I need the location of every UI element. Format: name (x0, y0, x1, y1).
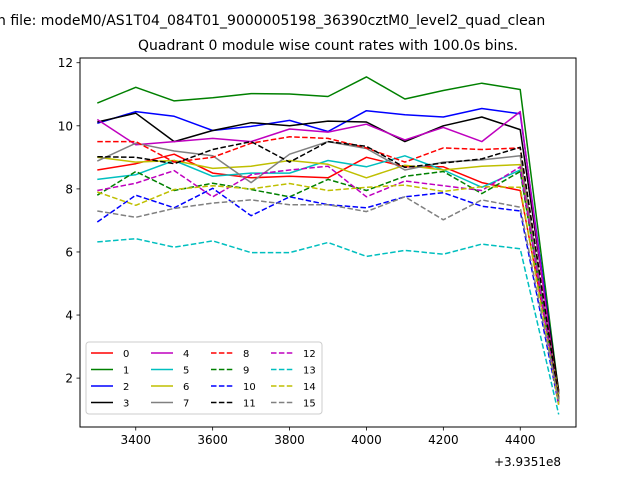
series-8-line (97, 136, 560, 398)
series-9-line (96, 170, 560, 402)
legend-label-5: 5 (183, 366, 189, 377)
legend-label-13: 13 (303, 366, 316, 377)
x-tick-label-4000: 4000 (351, 433, 382, 447)
y-tick-label-10: 10 (58, 119, 73, 133)
x-tick-label-3800: 3800 (274, 433, 305, 447)
legend-label-12: 12 (303, 349, 316, 360)
series-4-line (96, 110, 560, 404)
legend-label-3: 3 (123, 399, 129, 410)
series-lines (96, 76, 560, 415)
x-tick-label-4400: 4400 (505, 433, 536, 447)
legend-label-10: 10 (243, 382, 256, 393)
x-offset-label: +3.9351e8 (494, 455, 561, 469)
series-15-line (97, 196, 560, 401)
legend-label-2: 2 (123, 382, 129, 393)
series-6-line (97, 156, 560, 396)
series-10-line (96, 187, 560, 406)
legend-label-7: 7 (183, 399, 189, 410)
series-7-line (96, 140, 560, 401)
legend-label-8: 8 (243, 349, 249, 360)
x-tick-label-3600: 3600 (197, 433, 228, 447)
y-tick-label-8: 8 (65, 182, 73, 196)
series-11-line (97, 140, 560, 399)
legend-label-9: 9 (243, 366, 249, 377)
legend-box (85, 341, 323, 415)
y-tick-label-2: 2 (65, 372, 73, 386)
plot-frame (79, 57, 577, 428)
legend-label-14: 14 (303, 382, 316, 393)
legend-label-11: 11 (243, 399, 256, 410)
legend-label-0: 0 (123, 349, 129, 360)
figure-suptitle: n file: modeM0/AS1T04_084T01_9000005198_… (0, 13, 545, 29)
series-14-line (97, 182, 560, 406)
legend-label-6: 6 (183, 382, 189, 393)
series-12-line (97, 165, 560, 406)
series-1-line (97, 76, 560, 393)
x-tick-label-3400: 3400 (120, 433, 151, 447)
x-tick-label-4200: 4200 (428, 433, 459, 447)
y-tick-label-6: 6 (65, 245, 73, 259)
legend-label-4: 4 (183, 349, 189, 360)
chart-title: Quadrant 0 module wise count rates with … (138, 38, 518, 54)
y-tick-label-12: 12 (58, 56, 73, 70)
y-tick-label-4: 4 (65, 309, 73, 323)
legend-label-1: 1 (123, 366, 129, 377)
series-0-line (97, 153, 560, 395)
legend-label-15: 15 (303, 399, 316, 410)
